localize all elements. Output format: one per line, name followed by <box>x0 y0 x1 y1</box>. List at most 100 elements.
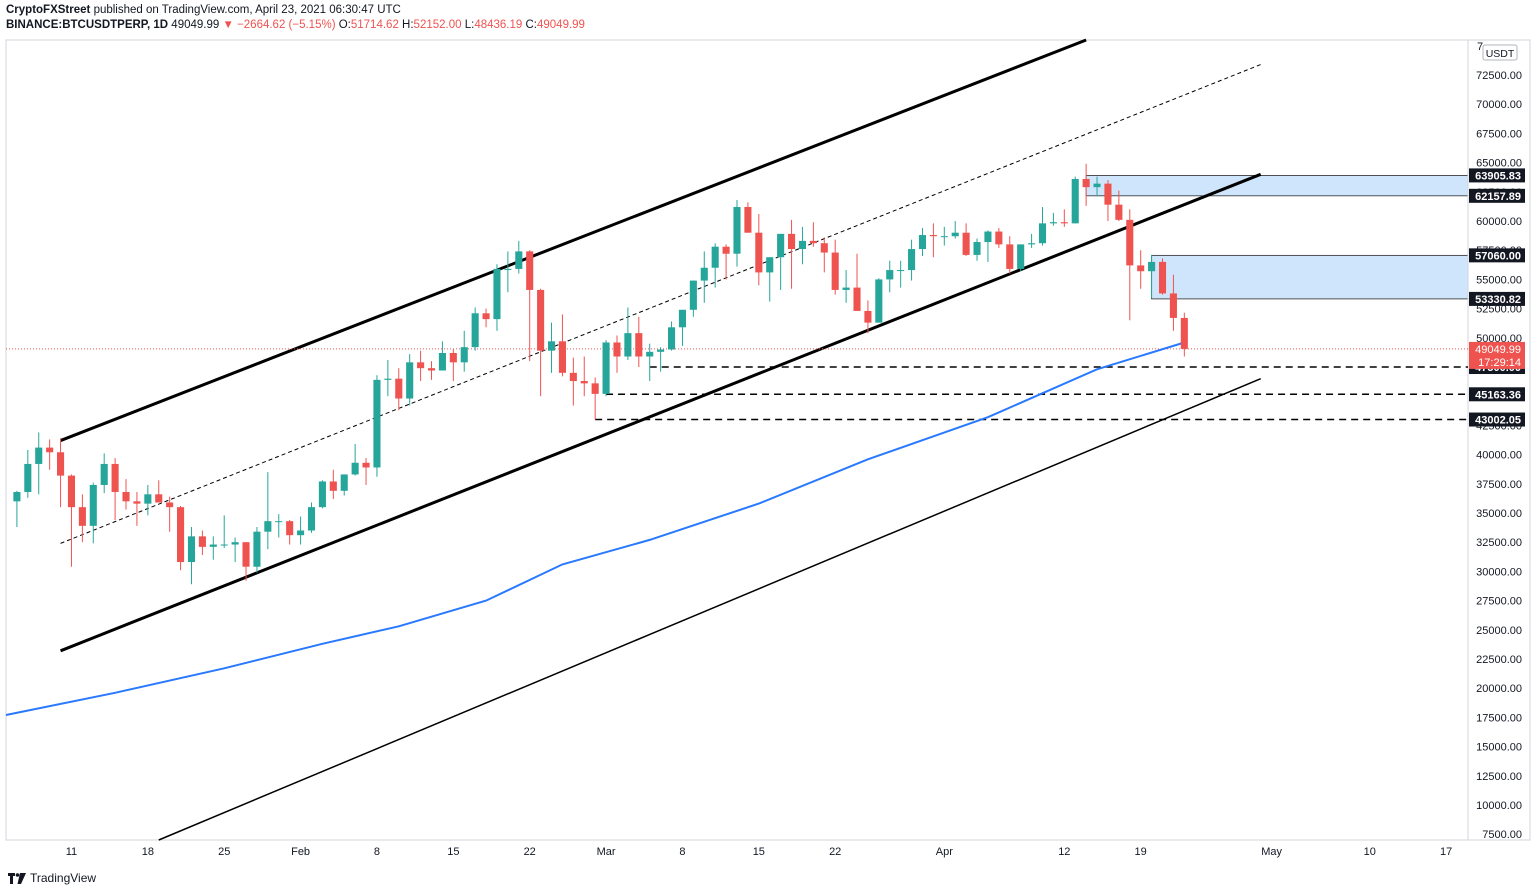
candle-body <box>133 501 141 504</box>
close-value: 49049.99 <box>536 19 585 31</box>
candle-up <box>897 260 905 288</box>
candle-body <box>57 452 65 476</box>
candle-body <box>602 342 610 394</box>
candle-down <box>580 356 588 397</box>
candle-down <box>395 368 403 411</box>
y-tick-label: 10000.00 <box>1476 800 1522 812</box>
price-level-label: 45163.36 <box>1475 389 1521 401</box>
candle-body <box>46 447 54 453</box>
candle-body <box>24 463 32 492</box>
price-level-label: 62157.89 <box>1475 191 1521 203</box>
candle-body <box>547 341 556 351</box>
candle-body <box>13 491 21 502</box>
candle-body <box>67 475 76 508</box>
candle-body <box>504 268 512 270</box>
candle-down <box>831 239 839 295</box>
last-price-text: 49049.99 <box>171 19 220 31</box>
candle-down <box>809 222 817 247</box>
x-tick-label: May <box>1261 846 1282 858</box>
y-tick-label: 15000.00 <box>1476 742 1522 754</box>
candle-body <box>395 378 403 399</box>
candle-up <box>307 502 316 533</box>
candle-body <box>984 231 992 243</box>
candle-body <box>493 268 501 320</box>
candle-body <box>297 530 305 536</box>
candle-up <box>264 472 272 550</box>
candle-up <box>504 251 512 293</box>
high-value: 52152.00 <box>413 19 462 31</box>
y-tick-label: 67500.00 <box>1476 128 1522 140</box>
candle-body <box>89 484 97 526</box>
candle-up <box>460 330 468 372</box>
candle-body <box>1126 219 1134 266</box>
candle-up <box>908 239 916 281</box>
y-tick-label: 32500.00 <box>1476 537 1522 549</box>
candle-body <box>177 507 185 563</box>
candle-up <box>220 515 228 549</box>
candle-down <box>1115 190 1123 222</box>
publisher-name[interactable]: CryptoFXStreet <box>6 4 91 16</box>
x-tick-label: 22 <box>829 846 841 858</box>
candle-down <box>569 357 577 406</box>
currency-badge <box>1482 44 1518 61</box>
candle-up <box>13 490 21 528</box>
candle-down <box>362 458 370 485</box>
footer-brand[interactable]: TradingView <box>30 871 97 885</box>
candle-body <box>700 267 708 281</box>
candle-body <box>951 232 959 237</box>
candle-up <box>438 341 446 371</box>
candle-body <box>918 235 927 250</box>
candle-down <box>526 250 534 362</box>
publish-info: CryptoFXStreet published on TradingView.… <box>6 4 401 16</box>
candle-body <box>591 383 599 394</box>
low-label: L: <box>464 19 475 31</box>
candle-body <box>722 246 730 254</box>
candle-up <box>373 375 381 477</box>
x-tick-label: 8 <box>679 846 685 858</box>
x-tick-label: 15 <box>447 846 459 858</box>
candle-down <box>166 496 174 532</box>
candle-body <box>1148 261 1156 272</box>
candle-down <box>929 223 937 258</box>
y-tick-label: 50000.00 <box>1476 333 1522 345</box>
price-level-badge <box>1469 291 1525 306</box>
candle-body <box>558 341 566 373</box>
candle-up <box>1038 207 1047 246</box>
candle-body <box>995 231 1003 245</box>
candle-up <box>318 480 326 509</box>
candle-up <box>918 228 927 257</box>
candle-down <box>177 505 185 571</box>
candle-body <box>766 257 774 273</box>
candle-body <box>1038 223 1047 244</box>
x-tick-label: 18 <box>142 846 154 858</box>
x-tick-label: 10 <box>1364 846 1376 858</box>
candle-body <box>940 236 948 238</box>
y-tick-label: 72500.00 <box>1476 70 1522 82</box>
candle-body <box>1137 265 1145 272</box>
candle-up <box>547 322 556 373</box>
candle-down <box>427 361 436 380</box>
candle-down <box>722 244 730 280</box>
candle-body <box>438 352 446 371</box>
candle-body <box>122 491 130 502</box>
candle-body <box>35 447 43 464</box>
candle-up <box>842 270 850 303</box>
candle-body <box>307 507 316 531</box>
y-tick-label: 7500.00 <box>1482 829 1522 841</box>
candle-up <box>187 527 196 585</box>
candle-body <box>1093 183 1101 188</box>
symbol-name[interactable]: BINANCE:BTCUSDTPERP, 1D <box>6 19 169 31</box>
moving-average-line <box>5 341 1185 716</box>
last-price-label: 49049.99 <box>1475 344 1521 356</box>
price-level-badge <box>1469 387 1525 402</box>
price-level-badge <box>1469 412 1525 427</box>
y-tick-label: 35000.00 <box>1476 508 1522 520</box>
candle-body <box>253 531 261 567</box>
y-tick-label: 12500.00 <box>1476 771 1522 783</box>
candle-down <box>591 377 599 420</box>
candle-body <box>1115 204 1123 220</box>
candle-body <box>667 327 676 350</box>
candle-up <box>798 226 807 265</box>
candle-body <box>788 233 796 250</box>
